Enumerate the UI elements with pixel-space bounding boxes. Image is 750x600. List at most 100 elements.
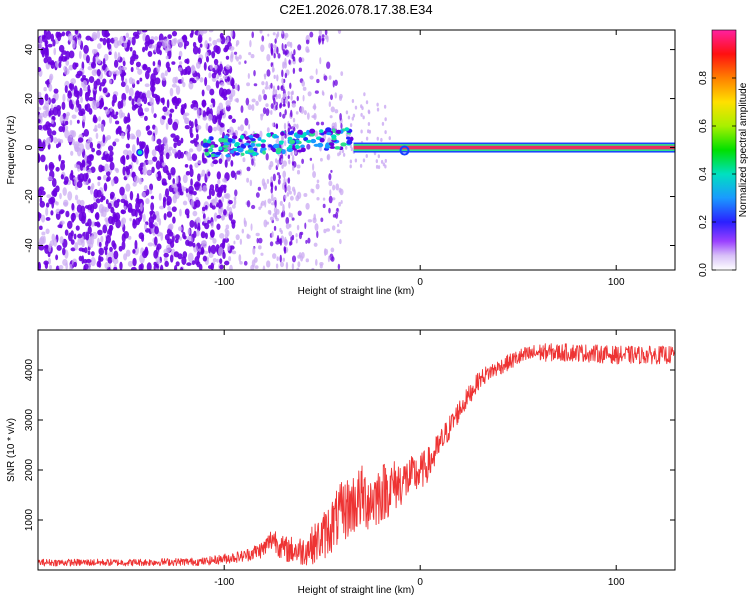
spectrogram-speckle — [340, 199, 343, 205]
spectrogram-speckle — [204, 76, 208, 87]
spectrogram-speckle — [188, 148, 194, 153]
colorbar-tick-label: 0.8 — [698, 71, 709, 85]
spectrogram-speckle — [135, 61, 141, 68]
spectrogram-speckle — [277, 93, 282, 99]
spectrogram-speckle — [293, 123, 297, 128]
spectrogram-speckle — [328, 173, 332, 181]
spectrogram-speckle — [171, 183, 176, 189]
spectrogram-speckle — [45, 137, 52, 144]
spectrogram-speckle — [138, 217, 142, 222]
carrier-track-blob — [273, 135, 279, 139]
spectrogram-speckle — [105, 153, 111, 162]
spectrogram-speckle — [73, 233, 77, 240]
spectrogram-speckle — [186, 151, 192, 161]
spectrogram-speckle — [269, 210, 272, 216]
spectrogram-speckle — [82, 80, 88, 87]
spectrogram-speckle — [261, 81, 265, 86]
spectrogram-speckle — [38, 186, 45, 192]
spectrogram-speckle — [311, 267, 315, 270]
colorbar-tick-label: 0.4 — [698, 167, 709, 181]
spectrogram-speckle — [96, 143, 101, 149]
spectrogram-speckle — [164, 234, 170, 241]
spectrogram-speckle — [297, 254, 302, 259]
spectrogram-speckle — [282, 61, 285, 70]
spectrogram-speckle — [281, 43, 284, 51]
spectrogram-speckle — [88, 178, 91, 184]
spectrogram-speckle — [121, 66, 128, 71]
spectrogram-speckle — [302, 86, 307, 91]
spectrogram-speckle — [276, 159, 280, 168]
spectrogram-speckle — [100, 235, 104, 243]
spectrogram-speckle — [292, 117, 296, 123]
carrier-track-blob — [309, 128, 316, 134]
spectrogram-speckle — [105, 240, 109, 248]
spectrogram-speckle — [328, 195, 333, 204]
spectrogram-speckle — [265, 108, 270, 116]
spectrogram-speckle — [290, 212, 293, 219]
spectrogram-speckle — [68, 64, 74, 71]
spectrogram-speckle — [296, 267, 300, 270]
spectrogram-speckle — [328, 101, 332, 108]
spectrogram-speckle — [189, 167, 194, 178]
spectrogram-speckle — [76, 204, 83, 213]
spectrogram-speckle — [121, 73, 125, 82]
spectrogram-speckle — [51, 97, 56, 104]
spectrogram-speckle — [51, 130, 57, 136]
spectrogram-speckle — [138, 177, 143, 185]
spectrogram-speckle — [145, 34, 151, 45]
spectrogram-speckle — [205, 232, 208, 240]
spectrogram-speckle — [266, 53, 271, 62]
spectrogram-speckle — [260, 44, 265, 52]
spectrogram-speckle — [177, 226, 183, 232]
spectrogram-speckle — [156, 64, 161, 73]
spectrogram-speckle — [175, 85, 181, 95]
spectrogram-speckle — [58, 44, 65, 53]
spectrogram-speckle — [69, 119, 73, 126]
spectrogram-speckle — [156, 138, 162, 145]
spectrogram-speckle — [289, 41, 293, 49]
spectrogram-speckle — [350, 147, 354, 152]
spectrogram-speckle — [87, 137, 93, 143]
spectrogram-speckle — [338, 201, 342, 207]
spectrogram-speckle — [209, 64, 214, 70]
spectrogram-speckle — [207, 113, 213, 122]
spectrogram-speckle — [191, 64, 195, 71]
spectrogram-speckle — [246, 200, 251, 208]
spectrogram-speckle — [279, 227, 282, 233]
spectrogram-speckle — [195, 61, 201, 69]
spectrogram-speckle — [48, 161, 55, 172]
spectrogram-speckle — [229, 54, 234, 63]
spectrogram-speckle — [88, 242, 94, 249]
spectrogram-speckle — [245, 97, 250, 106]
spectrogram-speckle — [164, 188, 170, 198]
spectrogram-speckle — [67, 33, 74, 42]
spectrogram-speckle — [47, 43, 53, 48]
spectrogram-speckle — [47, 127, 52, 137]
spectrogram-speckle — [67, 91, 73, 99]
spectrogram-speckle — [318, 37, 321, 45]
carrier-track-blob — [290, 130, 295, 135]
spectrogram-speckle — [212, 160, 218, 165]
spectrogram-speckle — [131, 98, 135, 106]
spectrogram-speckle — [122, 149, 129, 155]
spectrogram-speckle — [229, 93, 233, 103]
spectrogram-speckle — [187, 228, 191, 235]
spectrogram-speckle — [272, 90, 275, 96]
spectrogram-speckle — [112, 114, 118, 120]
spectrogram-speckle — [266, 260, 271, 268]
spectrogram-speckle — [312, 171, 317, 178]
spectrogram-speckle — [273, 74, 276, 79]
spectrogram-speckle — [128, 87, 134, 97]
spectrogram-speckle — [283, 98, 286, 107]
spectrogram-speckle — [217, 179, 221, 185]
spectrogram-speckle — [174, 104, 178, 110]
spectrogram-speckle — [106, 175, 111, 182]
spectrogram-speckle — [47, 56, 52, 65]
spectrogram-speckle — [99, 197, 104, 203]
carrier-track-blob — [344, 127, 350, 132]
spectrogram-speckle — [110, 206, 115, 214]
spectrogram-speckle — [71, 114, 77, 119]
spectrogram-speckle — [260, 252, 264, 256]
spectrogram-speckle — [240, 105, 244, 114]
spectrogram-speckle — [139, 77, 143, 82]
